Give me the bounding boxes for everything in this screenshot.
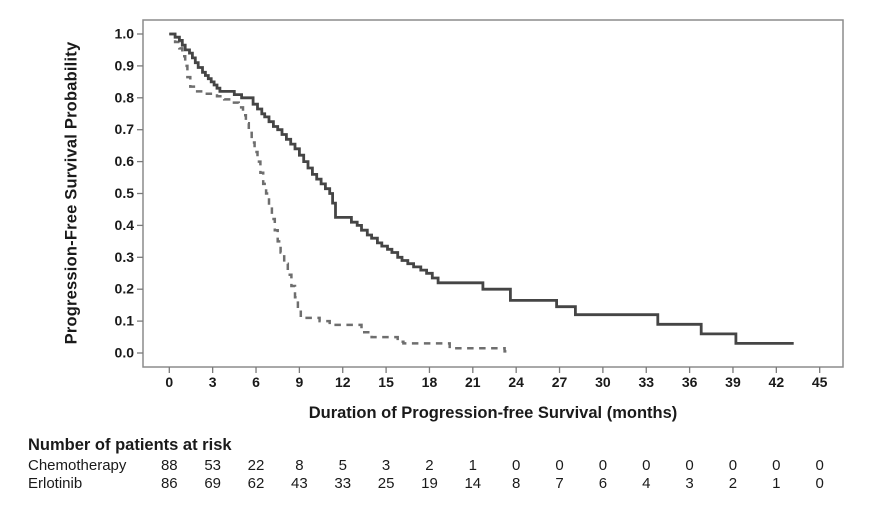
- y-tick-label: 0.4: [115, 217, 135, 233]
- risk-count: 0: [555, 457, 564, 474]
- x-tick-label: 39: [725, 374, 741, 390]
- risk-count: 14: [464, 475, 482, 492]
- risk-count: 8: [295, 457, 304, 474]
- risk-count: 0: [642, 457, 651, 474]
- x-tick-label: 21: [465, 374, 481, 390]
- risk-count: 3: [685, 475, 694, 492]
- x-tick-label: 33: [638, 374, 654, 390]
- x-tick-label: 24: [508, 374, 524, 390]
- y-tick-label: 0.3: [115, 249, 135, 265]
- risk-count: 0: [685, 457, 694, 474]
- risk-count: 0: [815, 475, 824, 492]
- risk-count: 0: [598, 457, 608, 474]
- x-tick-label: 3: [209, 374, 217, 390]
- risk-table-title: Number of patients at risk: [28, 436, 232, 454]
- risk-count: 1: [772, 475, 781, 492]
- risk-count: 0: [815, 457, 824, 474]
- x-tick-label: 18: [422, 374, 438, 390]
- risk-count: 0: [728, 457, 738, 474]
- risk-count: 2: [728, 475, 738, 492]
- risk-row-label: Erlotinib: [28, 475, 83, 492]
- risk-count: 88: [160, 457, 178, 474]
- risk-count: 7: [555, 475, 564, 492]
- risk-count: 62: [247, 475, 265, 492]
- risk-count: 86: [160, 475, 178, 492]
- x-tick-label: 6: [252, 374, 260, 390]
- y-tick-label: 0.6: [115, 153, 135, 169]
- risk-count: 0: [772, 457, 781, 474]
- y-tick-label: 0.5: [115, 185, 135, 201]
- risk-count: 2: [425, 457, 434, 474]
- x-tick-label: 12: [335, 374, 351, 390]
- x-tick-label: 30: [595, 374, 611, 390]
- plot-area: 1.00.90.80.70.60.50.40.30.20.10.00 3 6 9 12 1…: [115, 19, 844, 390]
- risk-count: 4: [642, 475, 651, 492]
- curve-chemotherapy: [169, 32, 509, 353]
- x-tick-label: 15: [378, 374, 394, 390]
- y-tick-label: 1.0: [115, 26, 135, 42]
- y-tick-label: 0.1: [115, 313, 135, 329]
- risk-count: 19: [421, 475, 438, 492]
- risk-count: 8: [512, 475, 521, 492]
- risk-count: 3: [381, 457, 391, 474]
- x-tick-label: 45: [812, 374, 828, 390]
- risk-count: 33: [334, 475, 352, 492]
- curve-erlotinib: [169, 32, 794, 345]
- y-tick-label: 0.0: [115, 345, 135, 361]
- risk-count: 22: [247, 457, 265, 474]
- risk-count: 53: [204, 457, 221, 474]
- y-tick-label: 0.8: [115, 89, 135, 105]
- x-tick-label: 27: [552, 374, 568, 390]
- risk-count: 25: [377, 475, 395, 492]
- risk-count: 0: [512, 457, 521, 474]
- y-tick-label: 0.2: [115, 281, 135, 297]
- risk-count: 5: [338, 457, 347, 474]
- x-axis-title: Duration of Progression-free Survival (m…: [308, 404, 678, 422]
- y-tick-label: 0.9: [115, 57, 135, 73]
- risk-count: 6: [598, 475, 608, 492]
- x-tick-label: 42: [769, 374, 785, 390]
- risk-count: 1: [468, 457, 477, 474]
- x-tick-label: 0: [165, 374, 173, 390]
- risk-count: 69: [204, 475, 221, 492]
- plot-frame: [142, 19, 844, 368]
- y-tick-label: 0.7: [115, 121, 135, 137]
- risk-count: 43: [291, 475, 308, 492]
- risk-row-erlotinib: Erlotinib 86 69 62 43 33 25 19 14 8 7 6 4 3 2 1 0: [0, 475, 887, 493]
- x-tick-label: 9: [295, 374, 303, 390]
- x-tick-label: 36: [682, 374, 698, 390]
- risk-row-chemotherapy: Chemotherapy 88 53 22 8 5 3 2 1 0 0 0 0 0 0 0 0: [0, 457, 887, 475]
- risk-row-label: Chemotherapy: [28, 457, 127, 474]
